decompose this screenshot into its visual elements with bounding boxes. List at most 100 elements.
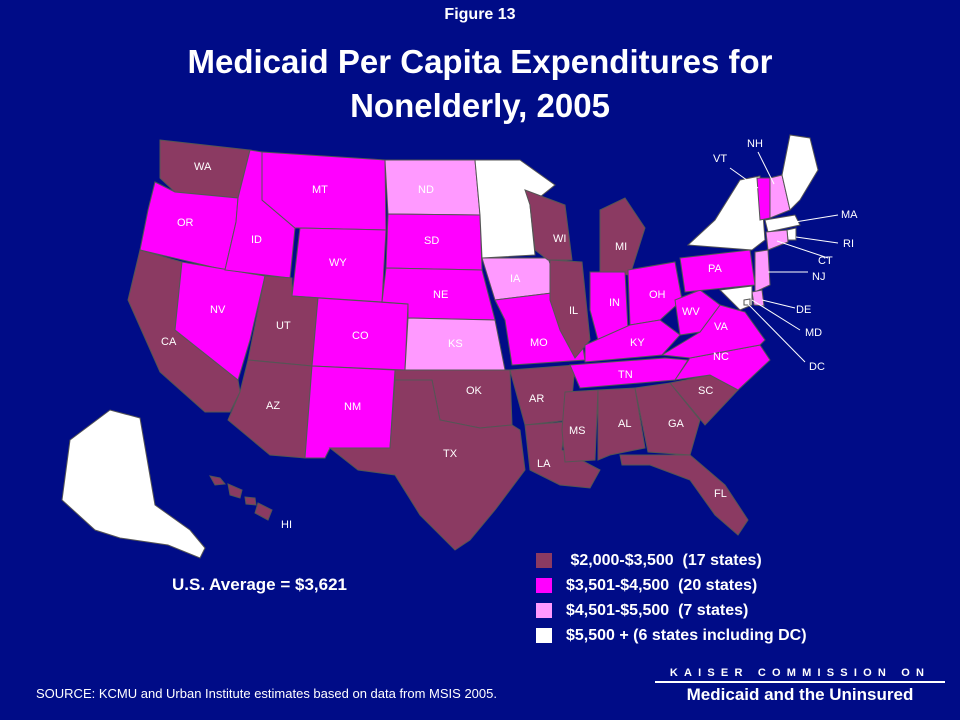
state-ME (781, 134, 819, 211)
state-NJ (754, 249, 771, 293)
state-label-NE: NE (433, 289, 448, 301)
state-GA (634, 382, 701, 456)
leader-line-RI (795, 236, 839, 244)
state-label-KS: KS (448, 338, 463, 350)
state-WV (674, 289, 721, 336)
legend-label: $4,501-$5,500 (7 states) (566, 601, 749, 619)
state-OH (627, 261, 683, 326)
state-NY (686, 175, 766, 251)
state-label-SC: SC (698, 385, 713, 397)
legend-item: $2,000-$3,500 (17 states) (536, 548, 807, 573)
kcmu-divider (655, 681, 945, 683)
state-label-OK: OK (466, 385, 483, 397)
state-label-AL: AL (618, 418, 631, 430)
state-label-AK: AK (114, 483, 129, 495)
state-label-NH: NH (747, 138, 763, 150)
state-CT (765, 229, 789, 251)
leader-line-VT (729, 167, 759, 189)
legend-label: $5,500 + (6 states including DC) (566, 626, 807, 644)
state-label-MN: MN (493, 207, 510, 219)
state-label-FL: FL (714, 488, 727, 500)
state-label-WA: WA (194, 161, 212, 173)
state-IL (549, 259, 591, 359)
state-MI (599, 197, 646, 276)
state-MS (561, 389, 599, 463)
state-label-CT: CT (818, 255, 833, 267)
state-AL (597, 387, 646, 461)
legend-swatch (536, 578, 552, 593)
state-label-MA: MA (841, 209, 858, 221)
state-label-MD: MD (805, 327, 822, 339)
state-TX (328, 379, 526, 551)
state-label-WI: WI (553, 233, 566, 245)
state-label-OH: OH (649, 289, 666, 301)
legend-label: $3,501-$4,500 (20 states) (566, 576, 758, 594)
state-AK (61, 409, 206, 559)
state-label-MO: MO (530, 337, 548, 349)
page-title: Medicaid Per Capita Expenditures for Non… (80, 40, 880, 128)
title-line-2: Nonelderly, 2005 (350, 87, 610, 124)
state-HI (209, 475, 273, 521)
state-label-IN: IN (609, 297, 620, 309)
state-label-HI: HI (281, 519, 292, 531)
state-label-NY: NY (729, 218, 745, 230)
legend-swatch (536, 628, 552, 643)
state-label-MT: MT (312, 184, 328, 196)
leader-line-MD (751, 299, 801, 331)
state-label-NV: NV (210, 304, 226, 316)
state-label-TN: TN (618, 369, 633, 381)
kcmu-bottom-text: Medicaid and the Uninsured (686, 685, 914, 704)
state-label-VA: VA (714, 321, 729, 333)
state-label-WV: WV (682, 306, 700, 318)
state-FL (619, 454, 749, 536)
state-label-CA: CA (161, 336, 177, 348)
legend-swatch (536, 603, 552, 618)
legend-swatch (536, 553, 552, 568)
kcmu-logo: KAISER COMMISSION ON Medicaid and the Un… (655, 667, 945, 705)
state-label-ND: ND (418, 184, 434, 196)
legend-label: $2,000-$3,500 (17 states) (566, 551, 762, 569)
us-average-label: U.S. Average = $3,621 (172, 575, 347, 594)
state-label-TX: TX (443, 448, 458, 460)
state-label-NM: NM (344, 401, 361, 413)
state-label-VT: VT (713, 153, 727, 165)
state-label-ME: ME (785, 162, 802, 174)
state-label-CO: CO (352, 330, 369, 342)
leader-line-NH (757, 151, 775, 185)
title-line-1: Medicaid Per Capita Expenditures for (187, 43, 773, 80)
state-label-UT: UT (276, 320, 291, 332)
state-WI (524, 189, 573, 261)
state-label-AR: AR (529, 393, 544, 405)
state-label-WY: WY (329, 257, 347, 269)
state-DC (743, 298, 751, 306)
state-label-MS: MS (569, 425, 586, 437)
leader-line-DE (761, 299, 796, 309)
state-MA (764, 214, 801, 233)
state-label-RI: RI (843, 238, 854, 250)
state-label-MI: MI (615, 241, 627, 253)
state-label-IL: IL (569, 305, 578, 317)
state-label-LA: LA (537, 458, 551, 470)
state-label-AZ: AZ (266, 400, 280, 412)
leader-line-MA (794, 214, 839, 223)
state-label-ID: ID (251, 234, 262, 246)
legend: $2,000-$3,500 (17 states) $3,501-$4,500 … (536, 548, 807, 648)
state-label-PA: PA (708, 263, 723, 275)
kcmu-top-text: KAISER COMMISSION ON (669, 667, 931, 679)
legend-item: $4,501-$5,500 (7 states) (536, 598, 807, 623)
leader-line-CT (776, 240, 829, 259)
state-label-OR: OR (177, 217, 194, 229)
state-label-SD: SD (424, 235, 439, 247)
leader-line-DC (746, 302, 806, 363)
state-label-DC: DC (809, 361, 825, 373)
state-label-KY: KY (630, 337, 645, 349)
state-label-DE: DE (796, 304, 811, 316)
state-label-NJ: NJ (812, 271, 825, 283)
state-label-GA: GA (668, 418, 685, 430)
source-note: SOURCE: KCMU and Urban Institute estimat… (36, 686, 497, 701)
legend-item: $5,500 + (6 states including DC) (536, 623, 807, 648)
state-label-IA: IA (510, 273, 521, 285)
figure-label: Figure 13 (444, 6, 516, 23)
state-RI (786, 227, 797, 241)
